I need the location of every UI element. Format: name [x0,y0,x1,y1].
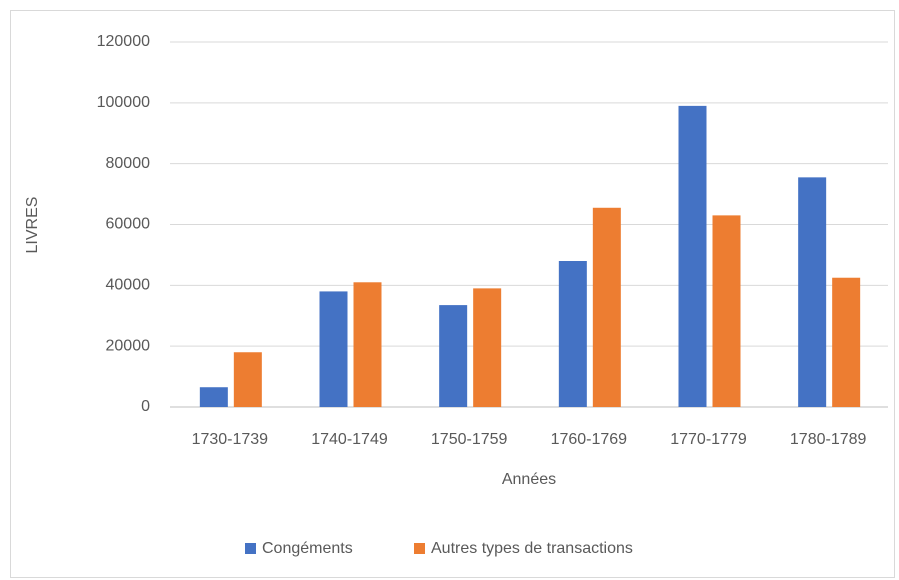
bar [798,177,827,407]
y-tick-label: 120000 [97,33,150,50]
legend-label: Congéments [262,540,353,557]
bar [558,261,587,407]
bar [832,277,861,407]
legend-label: Autres types de transactions [431,540,633,557]
y-tick-label: 80000 [106,155,151,172]
bar [233,352,262,407]
x-axis-label: Années [502,471,556,488]
bar [712,215,741,407]
x-tick-label: 1750-1759 [431,431,508,448]
bar [439,305,468,407]
legend-swatch [245,543,256,554]
y-tick-label: 20000 [106,337,151,354]
x-tick-label: 1770-1779 [670,431,747,448]
y-axis-label: LIVRES [24,197,41,254]
x-tick-label: 1730-1739 [192,431,269,448]
x-tick-label: 1740-1749 [311,431,388,448]
x-tick-label: 1760-1769 [551,431,628,448]
y-tick-label: 40000 [106,277,151,294]
bar [319,291,348,407]
bar [353,282,382,407]
legend-swatch [414,543,425,554]
chart-border [10,10,895,578]
y-tick-label: 60000 [106,216,151,233]
y-tick-label: 0 [141,398,150,415]
bar [473,288,502,407]
bar [592,207,621,407]
bar [199,387,228,407]
y-tick-label: 100000 [97,94,150,111]
x-tick-label: 1780-1789 [790,431,867,448]
bar [678,105,707,407]
